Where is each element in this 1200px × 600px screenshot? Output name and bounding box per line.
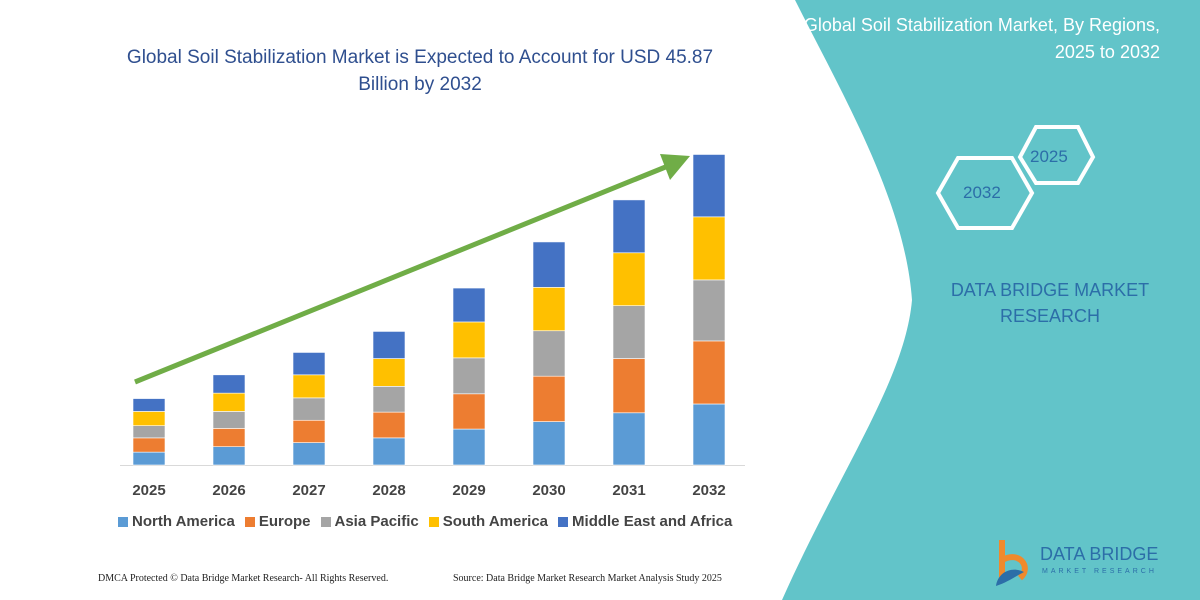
bar-2026-asia-pacific [212,411,246,429]
bar-2025-europe [132,437,166,453]
trend-arrow-head [660,154,690,180]
bar-2028-asia-pacific [372,386,406,413]
logo-name: DATA BRIDGE [1040,544,1159,564]
bar-2026-europe [212,428,246,447]
x-tick-label: 2027 [292,482,325,499]
bar-2031-asia-pacific [612,305,646,359]
bar-2029-south-america [452,321,486,359]
copyright-text: DMCA Protected © Data Bridge Market Rese… [98,573,389,584]
x-tick-label: 2028 [372,482,405,499]
bar-2030-europe [532,375,566,422]
source-text: Source: Data Bridge Market Research Mark… [453,573,722,584]
bar-2032-europe [692,340,726,405]
logo-sub: MARKET RESEARCH [1042,568,1157,575]
bar-2027-asia-pacific [292,397,326,421]
legend-swatch [558,516,569,527]
stacked-bar-chart: 2025 2026 2027 2028 2029 2030 2031 2032 [120,154,745,499]
chart-title: Global Soil Stabilization Market is Expe… [126,47,714,95]
legend: North America Europe Asia Pacific South Ame… [118,513,732,530]
bar-2027-north-america [292,442,326,466]
bar-2029-north-america [452,428,486,466]
bar-2025-north-america [132,451,166,466]
bar-2028-europe [372,411,406,439]
legend-swatch [428,516,439,527]
bar-2031-europe [612,358,646,414]
bar-2025-south-america [132,411,166,426]
legend-label: Middle East and Africa [572,513,733,530]
bar-2030-asia-pacific [532,330,566,377]
legend-item: Middle East and Africa [558,513,732,530]
x-tick-label: 2032 [692,482,725,499]
bar-2030-north-america [532,421,566,466]
hexagon-2032 [935,156,1035,230]
bar-2031-south-america [612,252,646,306]
hexagon-2025 [1017,125,1096,185]
hex-label-2025: 2025 [1030,147,1068,166]
legend-item: South America [428,513,549,530]
side-panel-title: Global Soil Stabilization Market, By Reg… [803,15,1160,62]
legend-label: North America [132,513,235,530]
bar-2030-middle-east-and-africa [532,241,566,288]
bar-2029-asia-pacific [452,357,486,395]
bar-2027-europe [292,419,326,443]
legend-label: Asia Pacific [334,513,419,530]
bar-2026-north-america [212,446,246,466]
logo-icon [996,540,1028,586]
x-tick-label: 2025 [132,482,165,499]
x-tick-label: 2026 [212,482,245,499]
bar-2031-north-america [612,412,646,466]
legend-swatch [320,516,331,527]
hex-label-2032: 2032 [963,183,1001,202]
bar-2025-middle-east-and-africa [132,398,166,412]
legend-swatch [118,516,128,527]
bar-2029-middle-east-and-africa [452,287,486,323]
bar-2026-south-america [212,392,246,412]
bar-2025-asia-pacific [132,425,166,439]
bar-2032-asia-pacific [692,279,726,342]
x-tick-label: 2029 [452,482,485,499]
legend-item: North America [118,513,235,530]
trend-arrow [134,163,669,385]
bar-2028-south-america [372,358,406,387]
legend-swatch [244,516,255,527]
legend-item: Asia Pacific [320,513,419,530]
bar-2027-south-america [292,374,326,399]
bar-2032-south-america [692,216,726,281]
x-tick-label: 2030 [532,482,565,499]
bar-2029-europe [452,393,486,430]
bar-2027-middle-east-and-africa [292,352,326,376]
legend-label: Europe [258,513,311,530]
bar-2026-middle-east-and-africa [212,374,246,394]
x-tick-label: 2031 [612,482,645,499]
bar-2028-middle-east-and-africa [372,331,406,359]
bar-2030-south-america [532,287,566,332]
bar-2032-middle-east-and-africa [692,154,726,218]
teal-panel [782,0,1200,600]
legend-item: Europe [244,513,311,530]
bar-2031-middle-east-and-africa [612,199,646,254]
bar-2032-north-america [692,403,726,466]
brand-text: DATA BRIDGE MARKET RESEARCH [950,280,1150,326]
bar-2028-north-america [372,437,406,466]
legend-label: South America [442,513,549,530]
